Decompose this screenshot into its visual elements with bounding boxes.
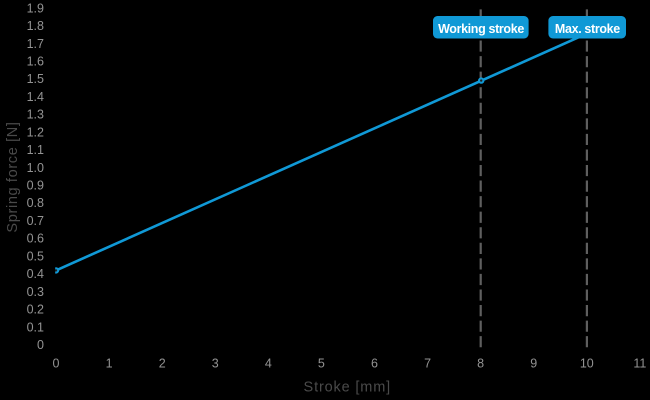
svg-text:0.1: 0.1 xyxy=(27,320,44,334)
svg-text:1.6: 1.6 xyxy=(27,55,44,69)
svg-text:0.2: 0.2 xyxy=(27,303,44,317)
svg-text:0.5: 0.5 xyxy=(27,249,44,263)
svg-text:Stroke [mm]: Stroke [mm] xyxy=(304,380,392,396)
svg-text:11: 11 xyxy=(633,356,646,370)
svg-text:1.7: 1.7 xyxy=(27,37,44,51)
svg-text:1.9: 1.9 xyxy=(27,1,44,15)
svg-text:2: 2 xyxy=(159,356,166,370)
svg-text:1.4: 1.4 xyxy=(27,90,44,104)
svg-text:3: 3 xyxy=(212,356,219,370)
svg-text:0.8: 0.8 xyxy=(27,196,44,210)
svg-text:1.5: 1.5 xyxy=(27,72,44,86)
svg-text:1: 1 xyxy=(106,356,113,370)
svg-text:Spring force [N]: Spring force [N] xyxy=(5,121,21,232)
svg-text:1.3: 1.3 xyxy=(27,108,44,122)
svg-text:6: 6 xyxy=(371,356,378,370)
svg-text:5: 5 xyxy=(318,356,325,370)
svg-text:7: 7 xyxy=(424,356,431,370)
svg-text:1.2: 1.2 xyxy=(27,125,44,139)
svg-text:Max. stroke: Max. stroke xyxy=(555,22,620,36)
svg-text:0.7: 0.7 xyxy=(27,214,44,228)
svg-text:0.4: 0.4 xyxy=(27,267,44,281)
svg-text:1.0: 1.0 xyxy=(27,161,44,175)
svg-text:1.8: 1.8 xyxy=(27,19,44,33)
svg-text:0.3: 0.3 xyxy=(27,285,44,299)
svg-text:9: 9 xyxy=(530,356,537,370)
svg-text:10: 10 xyxy=(580,356,594,370)
svg-text:0: 0 xyxy=(53,356,60,370)
svg-text:8: 8 xyxy=(477,356,484,370)
svg-text:4: 4 xyxy=(265,356,272,370)
svg-text:0.6: 0.6 xyxy=(27,232,44,246)
svg-text:0: 0 xyxy=(37,338,44,352)
svg-text:1.1: 1.1 xyxy=(27,143,44,157)
svg-text:Working stroke: Working stroke xyxy=(438,22,524,36)
svg-text:0.9: 0.9 xyxy=(27,179,44,193)
